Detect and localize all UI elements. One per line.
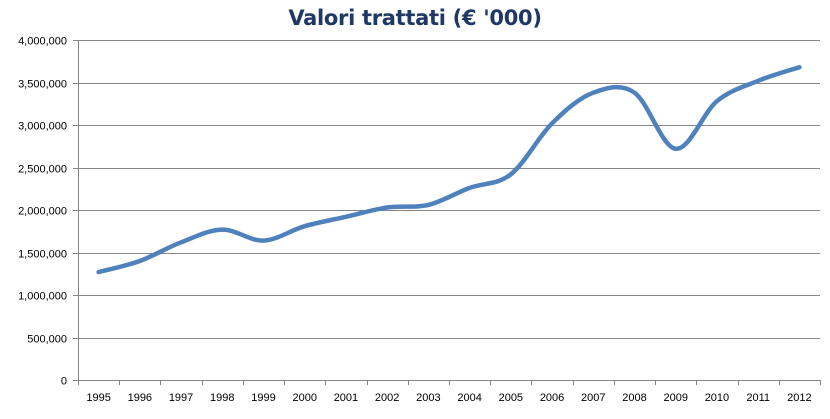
y-tick-label: 3,000,000: [18, 121, 67, 133]
x-tick-label: 2005: [499, 392, 523, 404]
x-tick-label: 1998: [210, 392, 234, 404]
x-tick-label: 2000: [292, 392, 316, 404]
x-tick-label: 2004: [457, 392, 481, 404]
y-tick-label: 3,500,000: [18, 79, 67, 91]
x-tick-label: 2002: [375, 392, 399, 404]
y-tick-label: 2,500,000: [18, 164, 67, 176]
x-tick-label: 2001: [334, 392, 358, 404]
x-tick-label: 2009: [663, 392, 687, 404]
x-tick-label: 1997: [169, 392, 193, 404]
x-tick-label: 2008: [622, 392, 646, 404]
y-tick-label: 1,000,000: [18, 291, 67, 303]
y-tick-label: 2,000,000: [18, 206, 67, 218]
x-tick-label: 2011: [746, 392, 770, 404]
x-tick-label: 1995: [86, 392, 110, 404]
y-tick-label: 500,000: [27, 334, 67, 346]
x-tick-label: 2012: [787, 392, 811, 404]
y-tick-label: 4,000,000: [18, 36, 67, 48]
y-tick-label: 1,500,000: [18, 249, 67, 261]
x-tick-label: 2010: [705, 392, 729, 404]
x-tick-label: 2003: [416, 392, 440, 404]
x-tick-label: 1999: [251, 392, 275, 404]
y-tick-label: 0: [61, 376, 67, 388]
chart-title: Valori trattati (€ '000): [288, 6, 542, 30]
x-tick-label: 1996: [128, 392, 152, 404]
series-line: [96, 64, 802, 275]
x-tick-label: 2006: [540, 392, 564, 404]
x-tick-label: 2007: [581, 392, 605, 404]
